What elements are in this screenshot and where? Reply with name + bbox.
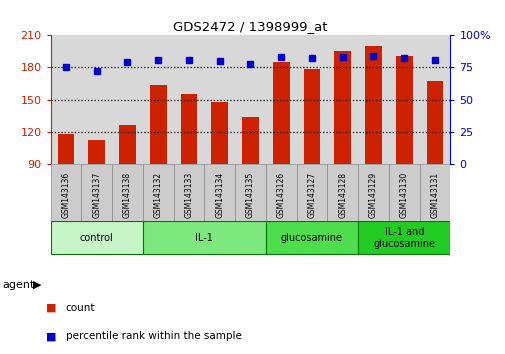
Bar bbox=[180, 94, 197, 164]
Bar bbox=[395, 56, 412, 164]
FancyBboxPatch shape bbox=[327, 164, 358, 221]
Bar bbox=[303, 69, 320, 164]
Bar bbox=[119, 125, 136, 164]
FancyBboxPatch shape bbox=[419, 164, 449, 221]
Text: GSM143133: GSM143133 bbox=[184, 172, 193, 218]
FancyBboxPatch shape bbox=[358, 221, 449, 254]
Text: GSM143129: GSM143129 bbox=[368, 172, 377, 218]
Bar bbox=[211, 102, 228, 164]
Text: GSM143128: GSM143128 bbox=[337, 172, 346, 218]
FancyBboxPatch shape bbox=[265, 221, 358, 254]
Text: GSM143127: GSM143127 bbox=[307, 172, 316, 218]
FancyBboxPatch shape bbox=[296, 164, 327, 221]
Text: glucosamine: glucosamine bbox=[280, 233, 342, 243]
Text: ■: ■ bbox=[45, 331, 56, 341]
FancyBboxPatch shape bbox=[173, 164, 204, 221]
FancyBboxPatch shape bbox=[388, 164, 419, 221]
Text: GSM143132: GSM143132 bbox=[154, 172, 163, 218]
FancyBboxPatch shape bbox=[112, 164, 142, 221]
Text: ▶: ▶ bbox=[33, 280, 41, 290]
FancyBboxPatch shape bbox=[358, 164, 388, 221]
Bar bbox=[58, 134, 74, 164]
Text: agent: agent bbox=[3, 280, 35, 290]
Bar bbox=[241, 116, 259, 164]
Text: GSM143136: GSM143136 bbox=[61, 172, 70, 218]
Text: IL-1 and
glucosamine: IL-1 and glucosamine bbox=[373, 227, 434, 249]
FancyBboxPatch shape bbox=[81, 164, 112, 221]
Text: GSM143138: GSM143138 bbox=[123, 172, 132, 218]
Text: GSM143126: GSM143126 bbox=[276, 172, 285, 218]
Text: percentile rank within the sample: percentile rank within the sample bbox=[66, 331, 241, 341]
FancyBboxPatch shape bbox=[204, 164, 235, 221]
FancyBboxPatch shape bbox=[142, 221, 265, 254]
Text: ■: ■ bbox=[45, 303, 56, 313]
FancyBboxPatch shape bbox=[265, 164, 296, 221]
Text: control: control bbox=[80, 233, 114, 243]
Text: GSM143134: GSM143134 bbox=[215, 172, 224, 218]
Bar bbox=[426, 81, 442, 164]
Text: GSM143135: GSM143135 bbox=[245, 172, 255, 218]
Bar bbox=[88, 140, 105, 164]
Title: GDS2472 / 1398999_at: GDS2472 / 1398999_at bbox=[173, 20, 327, 33]
FancyBboxPatch shape bbox=[50, 164, 81, 221]
Text: GSM143137: GSM143137 bbox=[92, 172, 101, 218]
Text: IL-1: IL-1 bbox=[195, 233, 213, 243]
Bar bbox=[334, 51, 350, 164]
FancyBboxPatch shape bbox=[235, 164, 265, 221]
Bar bbox=[272, 62, 289, 164]
Text: GSM143131: GSM143131 bbox=[430, 172, 439, 218]
Bar bbox=[149, 85, 166, 164]
Bar bbox=[364, 46, 381, 164]
Text: count: count bbox=[66, 303, 95, 313]
FancyBboxPatch shape bbox=[142, 164, 173, 221]
Text: GSM143130: GSM143130 bbox=[399, 172, 408, 218]
FancyBboxPatch shape bbox=[50, 221, 142, 254]
